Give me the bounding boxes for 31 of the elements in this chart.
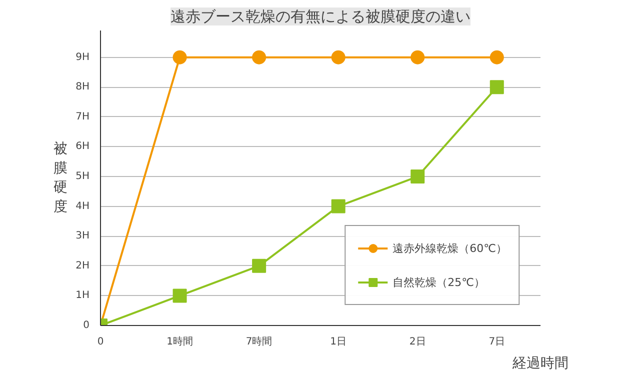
- y-axis-title: 被膜硬度: [54, 141, 68, 215]
- y-tick-label: 5H: [76, 171, 90, 182]
- point: [490, 80, 504, 94]
- point: [331, 50, 346, 64]
- legend-label: 自然乾燥（25℃）: [392, 274, 485, 290]
- y-tick-label: 1H: [76, 290, 90, 302]
- y-tick-label: 4H: [76, 200, 90, 212]
- point: [490, 50, 504, 64]
- y-tick-label: 9H: [76, 52, 90, 63]
- x-tick-label: 1日: [330, 336, 347, 348]
- y-tick-label: 8H: [76, 82, 90, 93]
- legend-label: 遠赤外線乾燥（60℃）: [392, 240, 507, 256]
- point: [331, 199, 346, 214]
- chart-title: 遠赤ブース乾燥の有無による被膜硬度の違い: [170, 8, 470, 26]
- point: [252, 258, 266, 273]
- x-tick-label: 2日: [409, 336, 426, 348]
- y-tick-label: 2H: [76, 260, 90, 272]
- y-tick-label: 0: [83, 320, 90, 331]
- x-tick-label: 7時間: [246, 336, 272, 348]
- x-tick-label: 1時間: [166, 336, 193, 348]
- x-axis-title: 経過時間: [512, 356, 568, 372]
- y-tick-label: 3H: [76, 230, 90, 242]
- point: [172, 288, 187, 303]
- point: [410, 50, 425, 64]
- y-tick-label: 7H: [76, 111, 90, 122]
- x-tick-label: 0: [97, 336, 104, 348]
- point: [172, 50, 187, 64]
- point: [252, 50, 266, 64]
- point: [410, 170, 425, 184]
- y-tick-label: 6H: [76, 141, 90, 152]
- x-tick-label: 7日: [488, 336, 506, 348]
